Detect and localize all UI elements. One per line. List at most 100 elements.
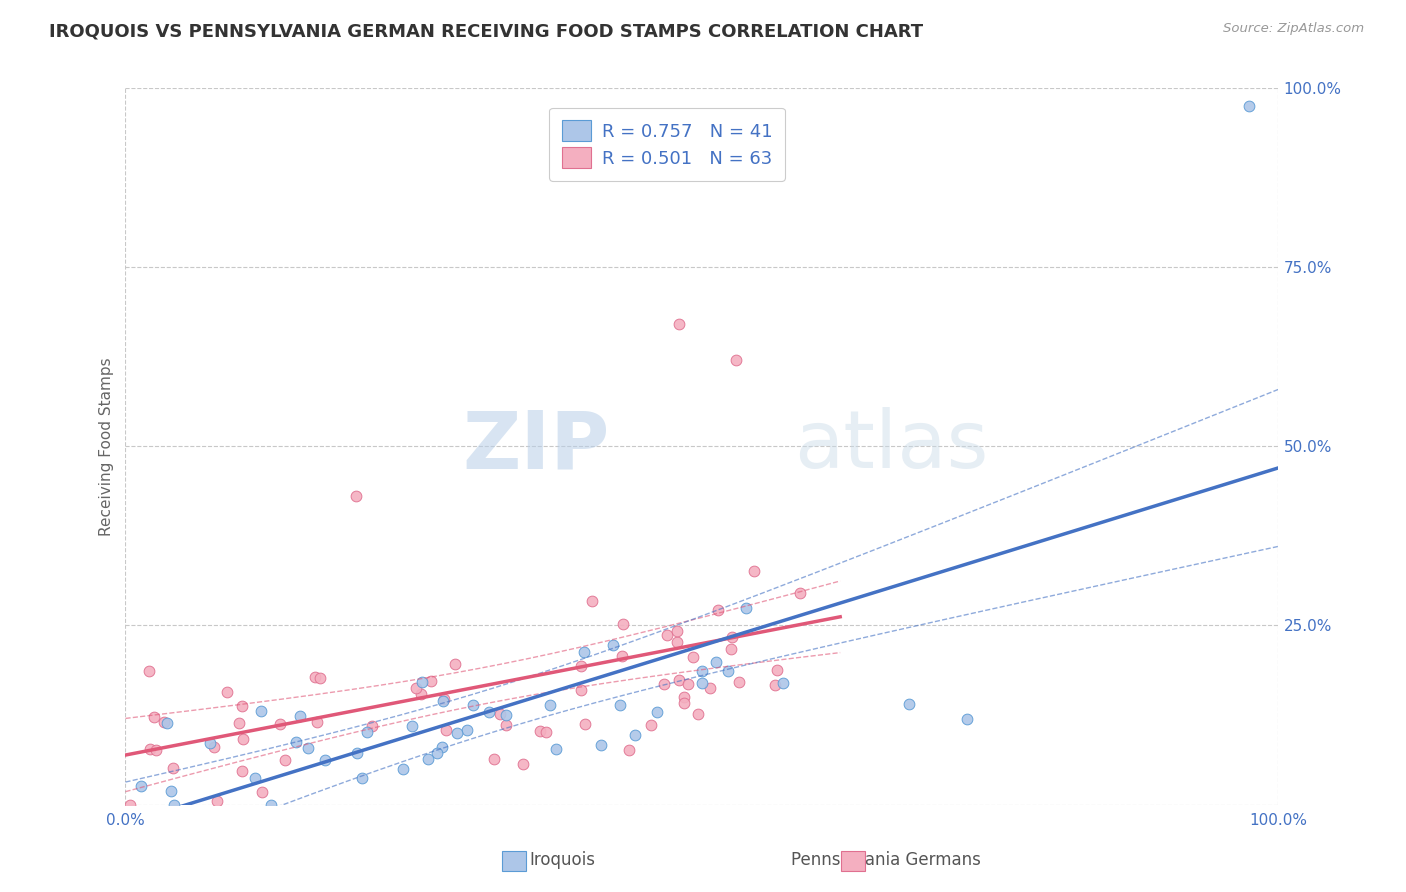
Point	[129, 779, 152, 793]
Point	[411, 687, 433, 701]
Point	[419, 673, 441, 688]
Point	[344, 490, 367, 504]
Point	[232, 731, 254, 746]
Point	[591, 738, 613, 752]
Point	[350, 771, 373, 785]
Point	[572, 645, 595, 659]
Point	[145, 742, 167, 756]
Point	[763, 678, 786, 692]
Point	[297, 740, 319, 755]
Point	[668, 318, 690, 332]
Point	[538, 698, 561, 712]
Point	[742, 565, 765, 579]
Point	[356, 724, 378, 739]
Point	[205, 794, 228, 808]
Point	[432, 694, 454, 708]
Point	[704, 655, 727, 669]
Point	[138, 665, 160, 679]
Point	[156, 715, 179, 730]
Point	[284, 735, 307, 749]
Point	[139, 742, 162, 756]
Point	[217, 684, 239, 698]
Point	[231, 764, 253, 778]
Point	[569, 659, 592, 673]
Point	[668, 673, 690, 687]
Point	[361, 719, 384, 733]
Point	[198, 736, 221, 750]
Point	[401, 719, 423, 733]
Point	[617, 742, 640, 756]
Point	[655, 628, 678, 642]
Text: Source: ZipAtlas.com: Source: ZipAtlas.com	[1223, 22, 1364, 36]
Point	[160, 784, 183, 798]
Point	[956, 712, 979, 726]
Point	[529, 723, 551, 738]
Point	[346, 746, 368, 760]
Point	[546, 742, 568, 756]
Point	[443, 657, 465, 672]
Point	[721, 630, 744, 644]
Point	[690, 664, 713, 678]
Point	[602, 638, 624, 652]
Point	[309, 671, 332, 685]
Legend: R = 0.757   N = 41, R = 0.501   N = 63: R = 0.757 N = 41, R = 0.501 N = 63	[550, 108, 785, 181]
Point	[290, 709, 312, 723]
Text: atlas: atlas	[794, 408, 988, 485]
Point	[574, 716, 596, 731]
Point	[432, 740, 454, 755]
Point	[734, 600, 756, 615]
Point	[495, 708, 517, 723]
Point	[652, 677, 675, 691]
Text: IROQUOIS VS PENNSYLVANIA GERMAN RECEIVING FOOD STAMPS CORRELATION CHART: IROQUOIS VS PENNSYLVANIA GERMAN RECEIVIN…	[49, 22, 924, 40]
Point	[269, 717, 291, 731]
Point	[314, 753, 336, 767]
Point	[482, 752, 505, 766]
Point	[411, 674, 433, 689]
Y-axis label: Receiving Food Stamps: Receiving Food Stamps	[100, 357, 114, 535]
Point	[1239, 99, 1261, 113]
Point	[534, 725, 557, 739]
Point	[725, 353, 748, 368]
Point	[728, 674, 751, 689]
Point	[142, 710, 165, 724]
Point	[688, 706, 710, 721]
Point	[153, 714, 176, 729]
Point	[489, 706, 512, 721]
Point	[495, 718, 517, 732]
Point	[418, 752, 440, 766]
Point	[682, 650, 704, 665]
Point	[673, 690, 696, 705]
Point	[766, 663, 789, 677]
Point	[645, 705, 668, 719]
Point	[676, 677, 699, 691]
Point	[260, 797, 283, 812]
Point	[446, 726, 468, 740]
Point	[456, 723, 478, 737]
Point	[673, 696, 696, 710]
Point	[512, 757, 534, 772]
Point	[250, 785, 273, 799]
Point	[717, 664, 740, 678]
Point	[245, 772, 267, 786]
Point	[120, 797, 142, 812]
Point	[609, 698, 631, 713]
Point	[434, 723, 457, 737]
Point	[898, 698, 921, 712]
Point	[426, 746, 449, 760]
Point	[699, 681, 721, 696]
Point	[228, 715, 250, 730]
Text: Pennsylvania Germans: Pennsylvania Germans	[790, 851, 981, 869]
Point	[202, 739, 225, 754]
Point	[624, 727, 647, 741]
Point	[463, 698, 485, 712]
Point	[392, 762, 415, 776]
Point	[163, 797, 186, 812]
Point	[789, 585, 811, 599]
Point	[477, 706, 499, 720]
Point	[231, 698, 253, 713]
Point	[249, 705, 271, 719]
Point	[433, 691, 456, 706]
Text: ZIP: ZIP	[463, 408, 610, 485]
Point	[612, 616, 634, 631]
Point	[581, 594, 603, 608]
